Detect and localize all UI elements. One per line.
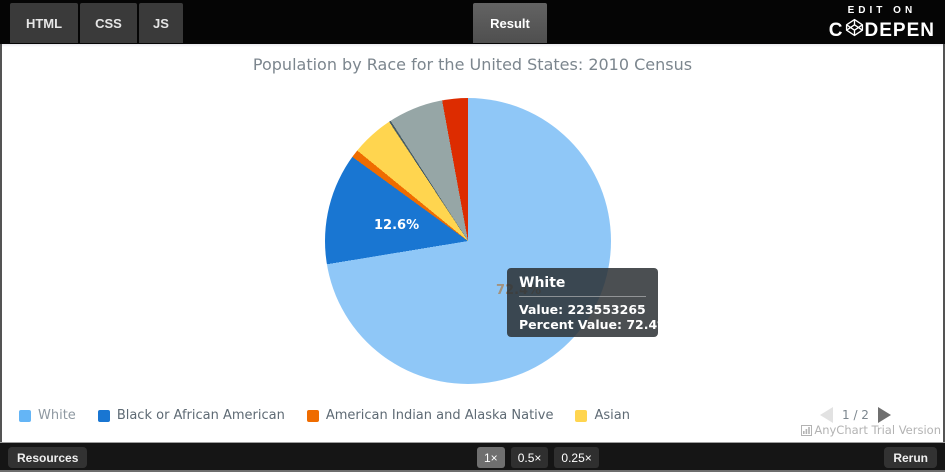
chart-title: Population by Race for the United States…: [252, 55, 693, 74]
codepen-cube-icon: [844, 18, 865, 43]
chart-result-area: Population by Race for the United States…: [0, 44, 945, 442]
legend-label: Black or African American: [116, 408, 285, 423]
next-page-icon[interactable]: [877, 407, 891, 423]
editor-tabs: HTML CSS JS: [10, 3, 183, 43]
speed-025x-button[interactable]: 0.25×: [554, 447, 599, 468]
tooltip-value-row: Value: 223553265: [519, 302, 646, 317]
codepen-footer-bar: Resources 1× 0.5× 0.25× Rerun: [0, 442, 945, 472]
playback-speed-group: 1× 0.5× 0.25×: [477, 447, 599, 468]
tooltip-title: White: [519, 275, 566, 291]
stage-right-border: [943, 44, 945, 442]
page-indicator: 1 / 2: [842, 408, 869, 422]
anychart-trial-watermark: AnyChart Trial Version: [801, 423, 941, 437]
result-button[interactable]: Result: [473, 3, 547, 43]
legend-swatch-american-indian: [306, 409, 319, 422]
pie-label-black-slice: 12.6%: [374, 218, 420, 233]
legend-item-american-indian[interactable]: American Indian and Alaska Native: [306, 408, 554, 423]
tooltip-percent-row: Percent Value: 72.4%: [519, 317, 670, 332]
legend-item-black-or-african-american[interactable]: Black or African American: [97, 408, 285, 423]
stage-left-border: [0, 44, 2, 442]
tab-js[interactable]: JS: [139, 3, 183, 43]
legend-label: American Indian and Alaska Native: [325, 408, 554, 423]
tooltip-separator: [519, 296, 646, 297]
legend-swatch-black-or-african-american: [97, 409, 110, 422]
legend-item-white[interactable]: White: [19, 408, 76, 423]
legend-label: Asian: [594, 408, 630, 423]
legend-swatch-asian: [575, 409, 588, 422]
watermark-text: AnyChart Trial Version: [814, 423, 941, 437]
legend-swatch-white: [19, 409, 31, 422]
edit-on-label: EDIT ON: [847, 5, 917, 16]
stage-top-edge: [0, 44, 945, 47]
tab-css[interactable]: CSS: [80, 3, 137, 43]
anychart-logo-icon: [801, 424, 813, 436]
chart-legend: White Black or African American American…: [19, 408, 630, 423]
legend-label: White: [38, 408, 76, 423]
legend-item-asian[interactable]: Asian: [575, 408, 630, 423]
editor-top-bar: HTML CSS JS Result EDIT ON C DEPEN: [0, 0, 945, 44]
chart-tooltip: White Value: 223553265 Percent Value: 72…: [507, 268, 670, 337]
edit-on-codepen-link[interactable]: EDIT ON C DEPEN: [829, 5, 935, 43]
rerun-button[interactable]: Rerun: [884, 447, 937, 468]
resources-button[interactable]: Resources: [8, 447, 88, 468]
speed-05x-button[interactable]: 0.5×: [510, 447, 549, 468]
brand-letter-c: C: [828, 19, 844, 41]
tab-html[interactable]: HTML: [10, 3, 78, 43]
codepen-brand: C DEPEN: [829, 18, 935, 43]
brand-rest: DEPEN: [864, 19, 935, 41]
legend-pagination: 1 / 2: [820, 407, 891, 423]
prev-page-icon[interactable]: [820, 407, 833, 423]
speed-1x-button[interactable]: 1×: [477, 447, 505, 468]
pie-chart[interactable]: [325, 98, 611, 384]
